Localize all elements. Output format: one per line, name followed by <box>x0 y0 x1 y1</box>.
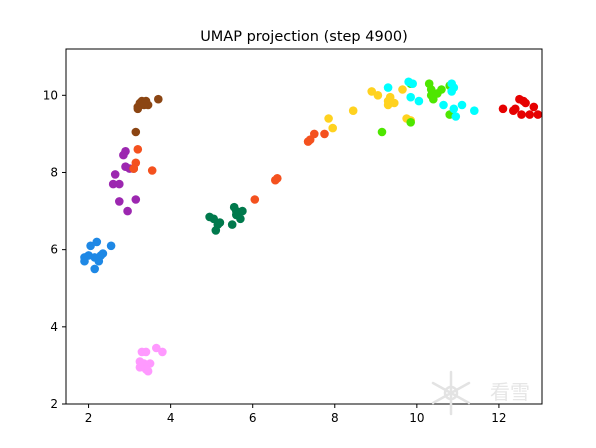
scatter-point <box>383 83 393 92</box>
scatter-point <box>110 170 120 179</box>
scatter-point <box>373 91 383 100</box>
scatter-point <box>273 174 282 183</box>
scatter-point <box>498 104 508 114</box>
y-tick-label: 4 <box>50 320 58 334</box>
y-tick-label: 2 <box>50 397 58 411</box>
snowflake-icon <box>431 370 471 416</box>
scatter-point <box>215 218 225 227</box>
scatter-point <box>367 87 377 96</box>
y-tick-label: 10 <box>43 88 58 102</box>
x-tick-label: 10 <box>409 411 424 425</box>
y-tick-label: 6 <box>50 243 58 257</box>
scatter-point <box>320 129 329 139</box>
scatter-point <box>447 87 457 96</box>
scatter-point <box>92 237 102 247</box>
scatter-point <box>470 106 479 115</box>
scatter-point <box>129 164 138 173</box>
watermark-text: 看雪 <box>490 380 530 404</box>
scatter-point <box>141 347 151 357</box>
scatter-point <box>158 347 167 357</box>
x-axis: 2 4 6 8 10 12 <box>85 404 507 425</box>
scatter-point <box>152 343 161 353</box>
scatter-point <box>90 264 99 274</box>
x-tick-label: 8 <box>331 411 339 425</box>
scatter-point <box>147 166 157 175</box>
scatter-point <box>133 145 143 154</box>
scatter-point <box>250 195 260 204</box>
scatter-point <box>94 256 104 266</box>
scatter-point <box>108 179 118 189</box>
scatter-point <box>377 127 387 137</box>
watermark: 看雪 <box>431 370 530 416</box>
scatter-point <box>238 206 247 216</box>
scatter-point <box>328 123 338 133</box>
scatter-point <box>133 104 143 114</box>
scatter-point <box>525 110 534 119</box>
scatter-point <box>521 98 530 108</box>
scatter-point <box>437 85 446 94</box>
scatter-point <box>439 100 448 110</box>
y-tick-label: 8 <box>50 165 58 179</box>
scatter-point <box>86 241 95 251</box>
scatter-point <box>426 85 436 94</box>
x-tick-label: 4 <box>167 411 175 425</box>
scatter-point <box>529 102 539 112</box>
scatter-points <box>80 77 543 376</box>
scatter-point <box>123 206 132 216</box>
scatter-point <box>115 197 124 206</box>
scatter-point <box>408 79 418 88</box>
scatter-point <box>451 112 461 121</box>
scatter-point <box>310 129 319 139</box>
scatter-point <box>98 249 108 258</box>
scatter-point <box>406 118 416 127</box>
scatter-point <box>517 110 526 119</box>
scatter-point <box>154 94 163 104</box>
y-axis: 2 4 6 8 10 <box>43 88 66 411</box>
scatter-point <box>414 96 424 106</box>
scatter-point <box>232 206 241 216</box>
scatter-point <box>511 104 520 114</box>
scatter-point <box>131 195 141 204</box>
scatter-point <box>227 220 237 229</box>
scatter-point <box>115 179 124 189</box>
scatter-point <box>143 366 153 376</box>
scatter-point <box>131 127 141 137</box>
scatter-point <box>385 92 395 102</box>
scatter-point <box>457 100 467 110</box>
scatter-point <box>139 100 149 110</box>
scatter-point <box>533 110 543 119</box>
chart-title: UMAP projection (step 4900) <box>200 29 408 45</box>
x-tick-label: 6 <box>249 411 257 425</box>
scatter-point <box>106 241 116 251</box>
scatter-point <box>348 106 358 115</box>
scatter-point <box>406 92 416 102</box>
x-tick-label: 12 <box>491 411 506 425</box>
scatter-point <box>398 85 407 94</box>
scatter-point <box>449 104 459 114</box>
scatter-point <box>236 214 245 224</box>
scatter-point <box>324 114 333 123</box>
x-tick-label: 2 <box>85 411 93 425</box>
scatter-point <box>119 150 128 160</box>
plot-area-frame <box>65 48 543 405</box>
